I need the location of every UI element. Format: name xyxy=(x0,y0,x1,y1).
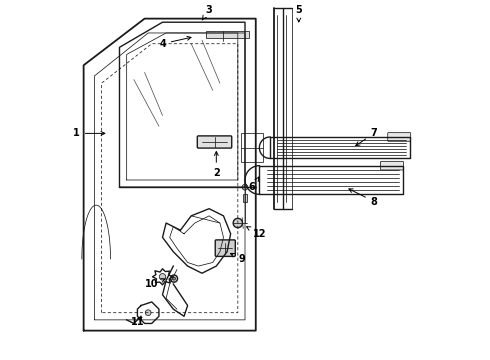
Bar xyxy=(242,134,263,162)
Text: 9: 9 xyxy=(230,253,245,264)
Text: 4: 4 xyxy=(159,36,191,49)
Text: 10: 10 xyxy=(145,279,165,289)
FancyBboxPatch shape xyxy=(388,133,411,141)
Circle shape xyxy=(172,277,175,280)
Bar xyxy=(243,194,247,202)
Circle shape xyxy=(171,275,177,282)
Text: 12: 12 xyxy=(246,227,266,239)
Text: 6: 6 xyxy=(249,177,259,192)
Circle shape xyxy=(233,219,243,228)
Text: 7: 7 xyxy=(356,129,377,145)
FancyBboxPatch shape xyxy=(215,240,235,256)
Text: 5: 5 xyxy=(295,5,302,22)
Text: 8: 8 xyxy=(349,189,377,207)
Text: 1: 1 xyxy=(73,129,105,138)
Circle shape xyxy=(242,184,248,190)
Circle shape xyxy=(159,274,166,280)
FancyBboxPatch shape xyxy=(381,161,403,170)
FancyBboxPatch shape xyxy=(197,136,232,148)
Bar xyxy=(205,31,248,38)
Text: 3: 3 xyxy=(202,5,213,20)
Circle shape xyxy=(146,310,151,316)
Text: 2: 2 xyxy=(213,152,220,178)
Text: 11: 11 xyxy=(131,317,144,327)
